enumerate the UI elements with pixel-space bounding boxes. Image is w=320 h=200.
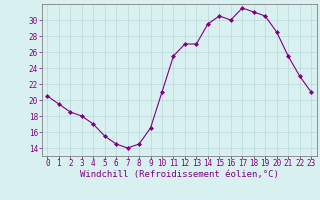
X-axis label: Windchill (Refroidissement éolien,°C): Windchill (Refroidissement éolien,°C) <box>80 170 279 179</box>
